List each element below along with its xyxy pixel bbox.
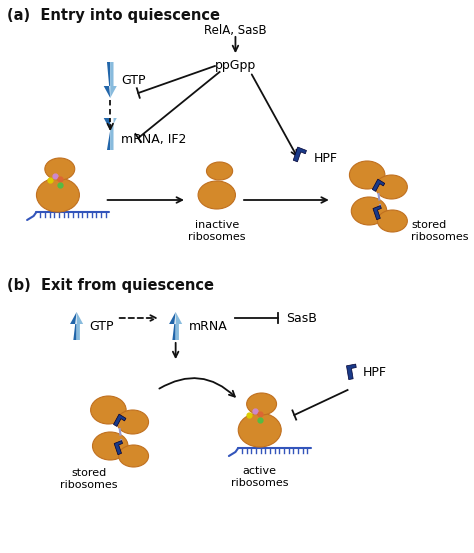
Polygon shape bbox=[110, 118, 117, 150]
Ellipse shape bbox=[198, 181, 236, 209]
Polygon shape bbox=[176, 312, 182, 340]
Ellipse shape bbox=[207, 162, 233, 180]
Ellipse shape bbox=[36, 178, 80, 212]
Text: inactive
ribosomes: inactive ribosomes bbox=[188, 220, 246, 242]
Polygon shape bbox=[110, 62, 117, 98]
Text: mRNA, IF2: mRNA, IF2 bbox=[121, 133, 187, 147]
Text: SasB: SasB bbox=[286, 311, 317, 325]
Ellipse shape bbox=[375, 175, 407, 199]
Ellipse shape bbox=[92, 432, 128, 460]
Text: ppGpp: ppGpp bbox=[215, 60, 256, 72]
Text: stored
ribosomes: stored ribosomes bbox=[60, 468, 118, 491]
Polygon shape bbox=[70, 312, 77, 340]
Text: mRNA: mRNA bbox=[189, 320, 228, 332]
Polygon shape bbox=[104, 118, 110, 150]
Text: GTP: GTP bbox=[121, 74, 146, 86]
Text: HPF: HPF bbox=[363, 366, 386, 378]
Ellipse shape bbox=[45, 158, 75, 180]
Ellipse shape bbox=[349, 161, 385, 189]
Ellipse shape bbox=[91, 396, 126, 424]
Text: (a)  Entry into quiescence: (a) Entry into quiescence bbox=[8, 8, 220, 23]
Polygon shape bbox=[113, 414, 126, 426]
Polygon shape bbox=[346, 364, 356, 379]
Text: GTP: GTP bbox=[90, 320, 114, 332]
Text: RelA, SasB: RelA, SasB bbox=[204, 24, 267, 37]
Polygon shape bbox=[77, 312, 83, 340]
Polygon shape bbox=[114, 441, 123, 455]
Ellipse shape bbox=[117, 410, 148, 434]
Ellipse shape bbox=[246, 393, 276, 415]
Text: active
ribosomes: active ribosomes bbox=[231, 466, 289, 488]
Polygon shape bbox=[293, 147, 307, 162]
Polygon shape bbox=[372, 179, 385, 191]
Polygon shape bbox=[169, 312, 176, 340]
Polygon shape bbox=[373, 206, 382, 220]
Ellipse shape bbox=[118, 445, 148, 467]
Text: (b)  Exit from quiescence: (b) Exit from quiescence bbox=[8, 278, 214, 293]
Text: stored
ribosomes: stored ribosomes bbox=[411, 220, 469, 242]
Ellipse shape bbox=[238, 413, 281, 447]
Ellipse shape bbox=[377, 210, 407, 232]
Ellipse shape bbox=[351, 197, 387, 225]
Polygon shape bbox=[104, 62, 110, 98]
Text: HPF: HPF bbox=[314, 152, 338, 164]
